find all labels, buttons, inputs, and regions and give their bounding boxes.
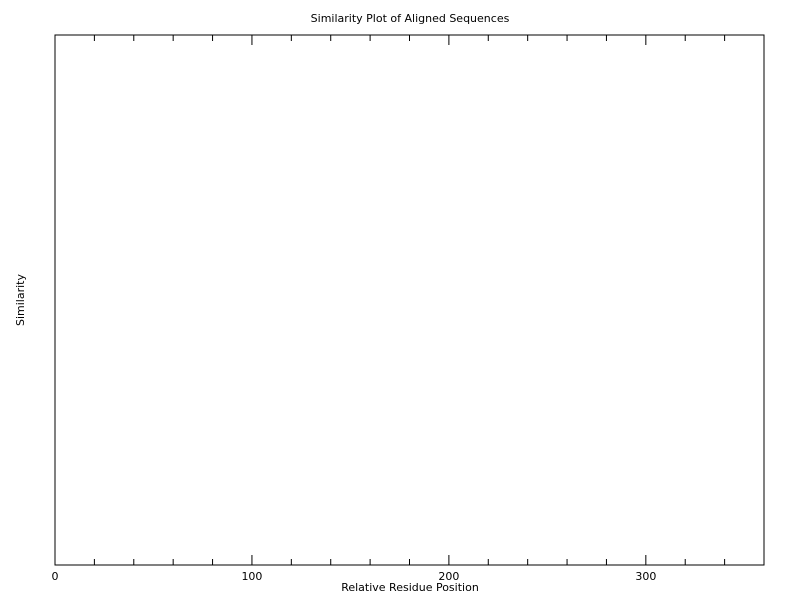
x-tick-label: 100 bbox=[241, 570, 262, 583]
plot-frame bbox=[54, 34, 765, 566]
x-tick-label: 300 bbox=[635, 570, 656, 583]
y-axis-label: Similarity bbox=[14, 274, 27, 326]
x-tick-label: 200 bbox=[438, 570, 459, 583]
chart-title: Similarity Plot of Aligned Sequences bbox=[311, 12, 510, 25]
x-axis-ticks bbox=[54, 35, 765, 565]
x-axis-label: Relative Residue Position bbox=[341, 581, 479, 594]
x-axis-tick-labels: 0 100 200 300 bbox=[52, 570, 657, 583]
x-tick-label: 0 bbox=[52, 570, 59, 583]
